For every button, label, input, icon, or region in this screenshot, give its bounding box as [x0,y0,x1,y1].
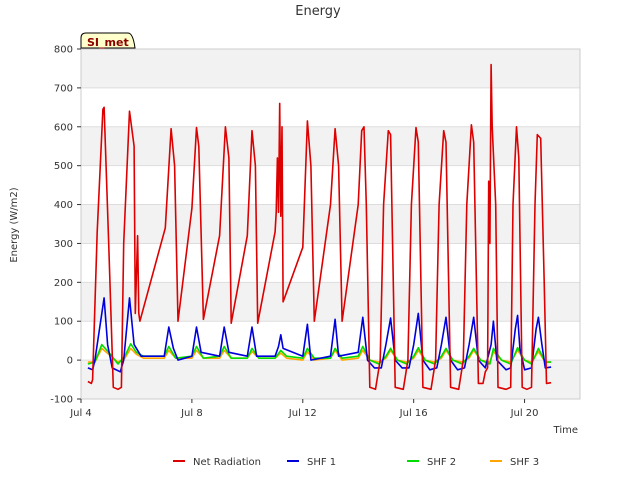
plot-background-bands [81,49,580,399]
y-tick-label: 200 [54,278,73,289]
x-tick-label: Jul 8 [180,408,203,419]
series-line-shf-2 [87,343,552,365]
badge-label: SI_met [87,36,129,49]
station-badge: SI_met [80,32,136,49]
series-lines [87,63,552,391]
y-tick-label: 600 [54,122,73,133]
legend-item: SHF 1 [287,457,336,468]
x-tick-label: Jul 4 [69,408,92,419]
plot-frame [80,48,581,400]
series-line-net-radiation [87,63,552,391]
y-axis-ticks: -100 0 100 200 300 400 500 600 700 800 [50,45,81,406]
legend-item: SHF 2 [407,457,456,468]
x-tick-label: Jul 16 [399,408,428,419]
y-axis-label: Energy (W/m2) [9,187,20,262]
legend-label: SHF 1 [307,457,336,468]
y-tick-label: 800 [54,45,73,56]
x-axis-ticks: Jul 4 Jul 8 Jul 12 Jul 16 Jul 20 [69,399,539,419]
y-tick-label: 500 [54,161,73,172]
legend-item: SHF 3 [490,457,539,468]
legend-item: Net Radiation [173,457,261,468]
series-line-shf-1 [87,297,552,373]
y-tick-label: 100 [54,317,73,328]
y-tick-label: 700 [54,83,73,94]
background-band [81,360,580,399]
y-tick-label: 400 [54,200,73,211]
legend-label: SHF 2 [427,457,456,468]
legend-label: Net Radiation [193,457,261,468]
x-tick-label: Jul 20 [510,408,539,419]
background-band [81,49,580,88]
legend-label: SHF 3 [510,457,539,468]
background-band [81,282,580,322]
chart-title: Energy [295,4,341,19]
x-axis-label: Time [553,425,578,436]
badge-tab [80,32,136,49]
background-band [81,126,580,166]
legend: Net Radiation SHF 1 SHF 2 SHF 3 [173,457,539,468]
y-tick-label: 0 [67,356,73,367]
y-tick-label: -100 [50,395,73,406]
x-tick-label: Jul 12 [288,408,317,419]
y-tick-label: 300 [54,239,73,250]
